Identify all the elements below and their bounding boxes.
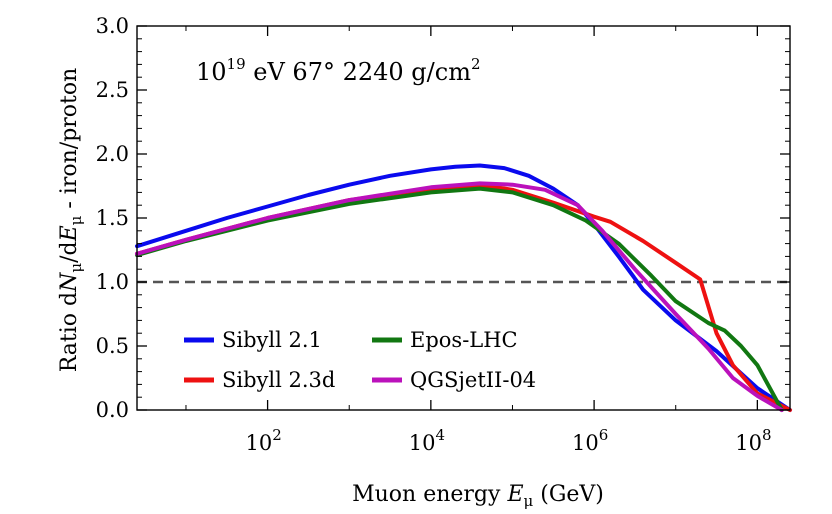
y-tick-label-4: 2.0 (96, 142, 129, 166)
xlabel-pre: Muon energy (352, 482, 507, 507)
x-axis-label: Muon energy Eμ (GeV) (352, 482, 604, 510)
series-line-3 (135, 181, 784, 412)
x-tick-label-2: 106 (572, 426, 608, 455)
legend-label-sibyll-23d: Sibyll 2.3d (222, 368, 335, 392)
annotation-base: 10 (196, 58, 227, 86)
xlabel-var: E (506, 482, 523, 507)
y-tick-label-2: 1.0 (96, 270, 129, 294)
legend-label-epos-lhc: Epos-LHC (410, 328, 518, 352)
x-tick-label-0: 102 (245, 426, 281, 455)
y-axis-label: Ratio dNμ/dEμ - iron/proton (57, 68, 85, 373)
ylabel-v1: N (57, 272, 82, 293)
y-tick-label-5: 2.5 (96, 78, 129, 102)
annotation-exp: 19 (227, 55, 246, 73)
legend-label-qgsjetii-04: QGSjetII-04 (410, 368, 536, 392)
annotation-rest: eV 67° 2240 g/cm (246, 58, 472, 86)
xlabel-post: (GeV) (533, 482, 604, 507)
ylabel-p1: Ratio d (57, 292, 82, 372)
ylabel-p3: - iron/proton (57, 68, 82, 216)
xlabel-sub: μ (524, 492, 534, 510)
ylabel-v2: E (57, 225, 82, 242)
ylabel-p2: /d (57, 241, 82, 263)
series-line-0 (135, 163, 792, 412)
legend-label-sibyll-21: Sibyll 2.1 (222, 328, 322, 352)
y-tick-label-6: 3.0 (96, 14, 129, 38)
x-tick-label-1: 104 (409, 426, 445, 455)
series-line-2 (135, 186, 784, 412)
annotation-sup2: 2 (471, 55, 481, 73)
plot-annotation: 1019 eV 67° 2240 g/cm2 (196, 55, 481, 86)
legend: Sibyll 2.1 Sibyll 2.3d Epos-LHC QGSjetII… (184, 328, 536, 392)
ylabel-s2: μ (67, 215, 85, 225)
y-tick-label-0: 0.0 (96, 398, 129, 422)
y-tick-label-1: 0.5 (96, 334, 129, 358)
x-tick-label-3: 108 (735, 426, 771, 455)
y-tick-label-3: 1.5 (96, 206, 129, 230)
ylabel-s1: μ (67, 263, 85, 273)
